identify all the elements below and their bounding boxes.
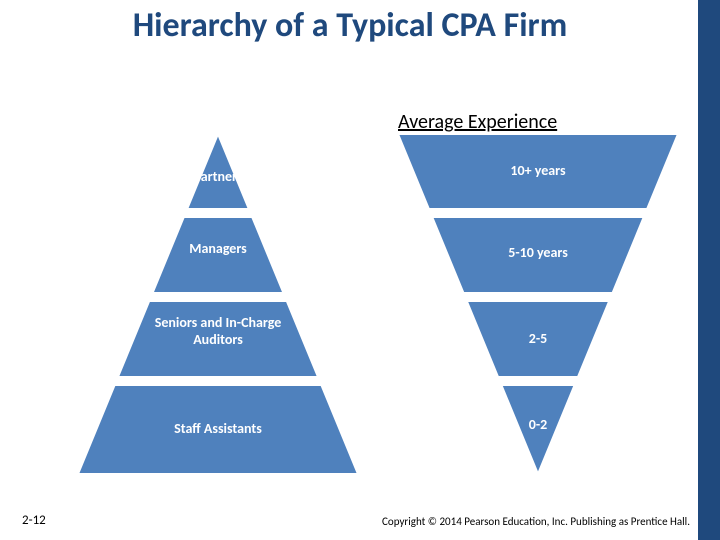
experience-0to2: 0-2 (508, 416, 568, 433)
tri-up-gap-0 (78, 208, 358, 218)
subheading: Average Experience (398, 110, 557, 134)
copyright: Copyright © 2014 Pearson Education, Inc.… (382, 515, 690, 528)
hierarchy-level-managers: Managers (163, 240, 273, 257)
tri-up-gap-1 (78, 292, 358, 302)
hierarchy-level-partners: Partners (163, 168, 273, 185)
tri-down-gap-0 (398, 208, 678, 218)
accent-stripe (698, 0, 720, 540)
experience-2to5: 2-5 (493, 330, 583, 347)
slide-title: Hierarchy of a Typical CPA Firm (0, 8, 700, 44)
experience-10plus: 10+ years (463, 162, 613, 179)
tri-up-gap-2 (78, 376, 358, 386)
page-number: 2-12 (22, 513, 46, 528)
hierarchy-level-staff: Staff Assistants (143, 420, 293, 437)
hierarchy-level-seniors: Seniors and In-Charge Auditors (148, 314, 288, 348)
experience-5to10: 5-10 years (468, 244, 608, 261)
tri-down-gap-1 (398, 292, 678, 302)
tri-down-gap-2 (398, 376, 678, 386)
